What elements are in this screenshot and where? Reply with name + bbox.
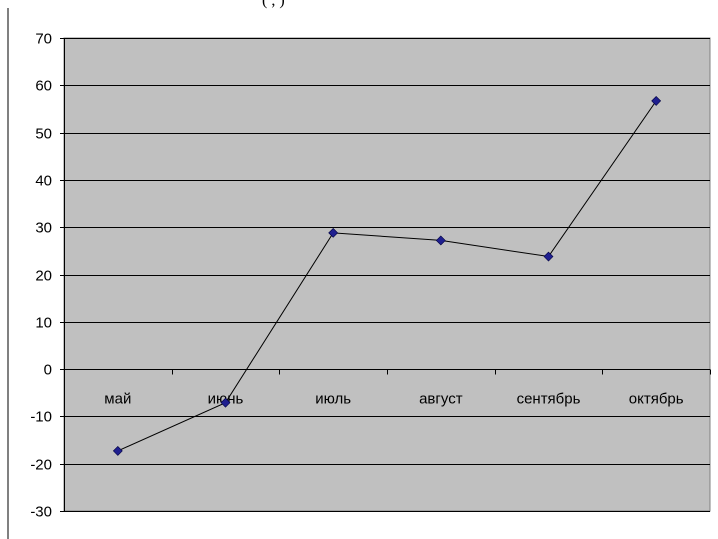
- data-point-4: [543, 251, 554, 262]
- data-point-1: [220, 397, 231, 408]
- y-tick-label-1: 60: [35, 78, 52, 95]
- x-category-label-4: сентябрь: [517, 391, 581, 408]
- y-tick-label-2: 50: [35, 126, 52, 143]
- y-tick-label-9: -20: [30, 457, 52, 474]
- x-category-label-2: июль: [315, 391, 351, 408]
- y-tick-label-10: -30: [30, 504, 52, 521]
- y-tick-label-4: 30: [35, 220, 52, 237]
- series-line: [117, 100, 657, 452]
- y-tick-label-3: 40: [35, 173, 52, 190]
- y-tick-label-7: 0: [44, 362, 52, 379]
- data-point-3: [435, 235, 446, 246]
- x-axis-category-labels: майиюньиюльавгустсентябрьоктябрь: [104, 391, 683, 408]
- plot-area: [63, 37, 711, 512]
- data-markers: [112, 95, 662, 456]
- y-axis-tick-labels: 70 60 50 40 30 20 10 0 -10 -20 -30: [30, 31, 52, 521]
- x-category-label-3: август: [419, 391, 463, 408]
- axes: [60, 38, 711, 512]
- y-tick-label-8: -10: [30, 409, 52, 426]
- x-category-label-5: октябрь: [629, 391, 684, 408]
- y-tick-label-6: 10: [35, 315, 52, 332]
- y-tick-label-5: 20: [35, 268, 52, 285]
- data-point-2: [328, 227, 339, 238]
- data-point-0: [112, 446, 123, 456]
- header-fragment: ( , ): [262, 0, 285, 9]
- x-category-label-0: май: [104, 391, 131, 408]
- data-point-5: [651, 95, 662, 106]
- y-tick-label-0: 70: [35, 31, 52, 48]
